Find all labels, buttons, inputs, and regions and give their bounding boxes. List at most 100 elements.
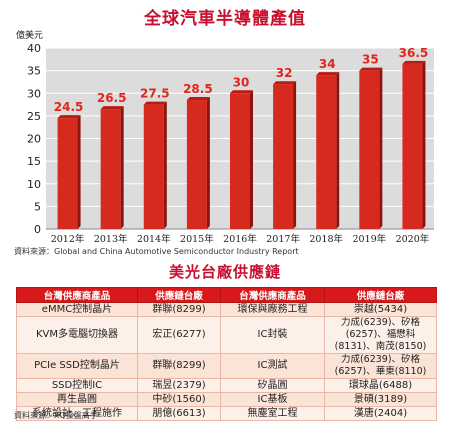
supplier-cell: 朋億(6613) — [137, 406, 221, 421]
table-row: PCIe SSD控制晶片 群聯(8299) IC測試 力成(6239)、矽格(6… — [16, 353, 437, 379]
supplier-cell: 漢唐(2404) — [324, 406, 437, 421]
x-tick-label: 2012年 — [51, 233, 85, 245]
supply-chain-table: 台灣供應商產品 供應鏈台廠 台灣供應商產品 供應鏈台廠 eMMC控制晶片 群聯(… — [16, 287, 437, 421]
bar — [316, 72, 340, 230]
header-product-2: 台灣供應商產品 — [220, 287, 325, 303]
data-label: 26.5 — [97, 91, 127, 105]
x-tick-label: 2020年 — [396, 233, 430, 245]
supplier-cell: 群聯(8299) — [137, 302, 221, 317]
data-label: 28.5 — [183, 82, 213, 96]
product-cell: IC測試 — [220, 353, 325, 379]
product-cell: SSD控制IC — [16, 378, 138, 393]
bars: 24.5 26.5 27.5 28.5 30 32 34 35 36.5 — [54, 46, 429, 230]
bar-top — [230, 90, 253, 94]
x-tick-label: 2013年 — [94, 233, 128, 245]
header-supplier-2: 供應鏈台廠 — [324, 287, 437, 303]
table-row: eMMC控制晶片 群聯(8299) 環保與廠務工程 崇越(5434) — [16, 302, 437, 317]
y-tick-label: 0 — [34, 223, 41, 236]
bar-side — [379, 67, 383, 229]
bar — [143, 101, 167, 229]
y-tick-label: 40 — [27, 42, 41, 55]
bar — [402, 60, 426, 230]
y-tick-label: 25 — [27, 110, 41, 123]
supplier-cell: 環球晶(6488) — [324, 378, 437, 393]
bar-front — [359, 70, 380, 229]
supplier-cell: 群聯(8299) — [137, 353, 221, 379]
bar-top — [273, 81, 297, 85]
bar-side — [250, 90, 253, 229]
supplier-cell: 中砂(1560) — [137, 392, 221, 407]
bar — [359, 67, 383, 229]
product-cell: KVM多電腦切換器 — [16, 316, 138, 354]
y-tick-label: 5 — [34, 200, 41, 213]
x-tick-label: 2018年 — [309, 233, 343, 245]
y-ticks: 0 5 10 15 20 25 30 35 40 — [27, 42, 41, 236]
supplier-cell: 力成(6239)、矽格(6257)、福懋科(8131)、南茂(8150) — [324, 316, 437, 354]
x-tick-label: 2019年 — [352, 233, 386, 245]
data-label: 32 — [276, 66, 293, 80]
table-row: KVM多電腦切換器 宏正(6277) IC封裝 力成(6239)、矽格(6257… — [16, 316, 437, 354]
chart-title: 全球汽車半導體產值 — [144, 9, 306, 29]
product-cell: 系統設計、工程施作 — [16, 406, 138, 421]
bar-top — [402, 60, 426, 64]
bar — [186, 97, 210, 229]
chart-source: 資料來源：Global and China Automotive Semicon… — [14, 247, 299, 256]
supplier-cell: 宏正(6277) — [137, 316, 221, 354]
bar-front — [100, 109, 121, 229]
table-row: SSD控制IC 瑞昱(2379) 矽晶圓 環球晶(6488) — [16, 378, 437, 393]
bar-side — [120, 106, 124, 229]
x-tick-label: 2017年 — [266, 233, 300, 245]
bar — [273, 81, 297, 229]
y-tick-label: 35 — [27, 65, 41, 78]
data-label: 30 — [233, 75, 250, 89]
bar-front — [273, 84, 294, 229]
bar-front — [186, 100, 207, 229]
bar-top — [143, 101, 167, 105]
product-cell: eMMC控制晶片 — [16, 302, 138, 317]
bar-top — [359, 67, 383, 71]
product-cell: IC基板 — [220, 392, 325, 407]
bar-side — [77, 115, 81, 229]
bar-top — [57, 115, 81, 119]
y-tick-label: 30 — [27, 87, 41, 100]
bar-front — [57, 118, 78, 229]
table-header-row: 台灣供應商產品 供應鏈台廠 台灣供應商產品 供應鏈台廠 — [16, 287, 437, 303]
header-product-1: 台灣供應商產品 — [16, 287, 138, 303]
y-axis-label: 億美元 — [16, 29, 43, 41]
header-supplier-1: 供應鏈台廠 — [137, 287, 221, 303]
table-source: 資料來源：XQ操盤高手 — [14, 411, 98, 420]
supplier-cell: 崇越(5434) — [324, 302, 437, 317]
bar-chart: 億美元 0 5 10 15 20 25 30 35 40 24.5 26.5 27.5 28.5 30 3… — [16, 29, 434, 245]
bar — [57, 115, 81, 229]
bar-front — [402, 63, 423, 230]
product-cell: IC封裝 — [220, 316, 325, 354]
supplier-cell: 力成(6239)、矽格(6257)、華東(8110) — [324, 353, 437, 379]
bar-top — [186, 97, 210, 101]
bar-side — [163, 101, 167, 229]
bar-side — [336, 72, 340, 230]
bar-top — [100, 106, 124, 110]
bar-side — [422, 60, 426, 230]
x-tick-label: 2015年 — [180, 233, 214, 245]
supplier-cell: 景碩(3189) — [324, 392, 437, 407]
bar — [230, 90, 253, 229]
y-tick-label: 20 — [27, 133, 41, 146]
product-cell: 無塵室工程 — [220, 406, 325, 421]
supplier-cell: 瑞昱(2379) — [137, 378, 221, 393]
product-cell: PCIe SSD控制晶片 — [16, 353, 138, 379]
data-label: 35 — [362, 53, 379, 67]
x-tick-label: 2014年 — [137, 233, 171, 245]
bar-side — [206, 97, 210, 229]
table-row: 再生晶圓 中砂(1560) IC基板 景碩(3189) — [16, 392, 437, 407]
bar-side — [293, 81, 297, 229]
product-cell: 環保與廠務工程 — [220, 302, 325, 317]
y-tick-label: 10 — [27, 178, 41, 191]
bar-front — [143, 104, 164, 229]
data-label: 24.5 — [54, 100, 84, 114]
table-title: 美光台廠供應鏈 — [168, 263, 281, 281]
data-label: 27.5 — [140, 87, 170, 101]
bar-front — [316, 75, 337, 230]
y-tick-label: 15 — [27, 155, 41, 168]
table-row: 系統設計、工程施作 朋億(6613) 無塵室工程 漢唐(2404) — [16, 406, 437, 421]
data-label: 36.5 — [399, 46, 429, 60]
